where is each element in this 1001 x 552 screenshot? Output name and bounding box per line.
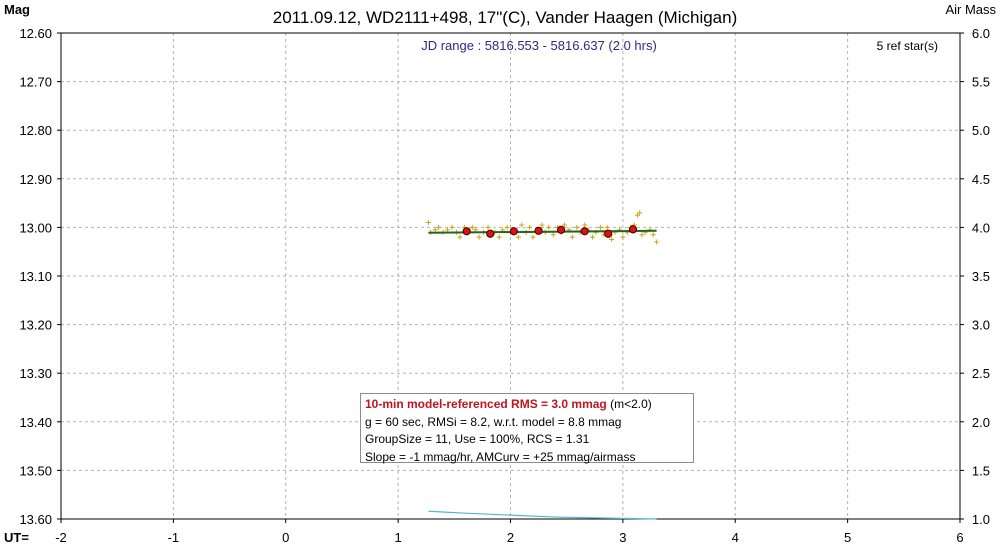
y-tick-label: 13.60 bbox=[19, 512, 52, 527]
stats-line-3: GroupSize = 11, Use = 100%, RCS = 1.31 bbox=[365, 432, 590, 446]
individual-point bbox=[445, 227, 451, 233]
y2-tick-label: 5.0 bbox=[972, 123, 990, 138]
jd-range-label: JD range : 5816.553 - 5816.637 (2.0 hrs) bbox=[421, 38, 657, 53]
stats-rms-highlight: 10-min model-referenced RMS = 3.0 mmag bbox=[365, 397, 607, 411]
y-tick-label: 13.10 bbox=[19, 269, 52, 284]
x-tick-label: 0 bbox=[282, 530, 289, 545]
y2-tick-label: 1.5 bbox=[972, 463, 990, 478]
individual-point bbox=[597, 224, 603, 230]
individual-point bbox=[634, 212, 640, 218]
y2-tick-label: 5.5 bbox=[972, 75, 990, 90]
individual-point bbox=[519, 222, 525, 228]
y-axis-label: Mag bbox=[4, 2, 30, 17]
x-tick-label: -2 bbox=[55, 530, 67, 545]
individual-point bbox=[590, 234, 596, 240]
x-tick-label: 3 bbox=[619, 530, 626, 545]
y-tick-label: 13.00 bbox=[19, 220, 52, 235]
x-tick-label: -1 bbox=[168, 530, 180, 545]
individual-point bbox=[504, 224, 510, 230]
y2-axis-label: Air Mass bbox=[945, 2, 996, 17]
y2-tick-label: 2.0 bbox=[972, 415, 990, 430]
individual-point bbox=[496, 234, 502, 240]
y2-tick-label: 2.5 bbox=[972, 366, 990, 381]
y-tick-label: 13.50 bbox=[19, 463, 52, 478]
y2-tick-label: 1.0 bbox=[972, 512, 990, 527]
x-tick-label: 2 bbox=[507, 530, 514, 545]
individual-point bbox=[654, 239, 660, 245]
y-tick-label: 13.40 bbox=[19, 415, 52, 430]
stats-line-2: g = 60 sec, RMSi = 8.2, w.r.t. model = 8… bbox=[365, 414, 622, 429]
data-marks bbox=[425, 210, 660, 520]
axis-ticks: -2 -1 0 1 2 3 4 5 6 12.60 12.70 12.80 12.90 13.00 13.1… bbox=[19, 26, 990, 545]
y2-tick-label: 4.5 bbox=[972, 172, 990, 187]
individual-point bbox=[561, 222, 567, 228]
y2-tick-label: 6.0 bbox=[972, 26, 990, 41]
individual-point bbox=[582, 222, 588, 228]
group-average-point bbox=[534, 226, 543, 235]
individual-point bbox=[546, 224, 552, 230]
individual-point bbox=[604, 224, 610, 230]
y-tick-label: 12.90 bbox=[19, 172, 52, 187]
individual-point bbox=[476, 234, 482, 240]
y-tick-label: 12.80 bbox=[19, 123, 52, 138]
individual-point bbox=[449, 224, 455, 230]
ref-stars-label: 5 ref star(s) bbox=[877, 39, 938, 53]
group-average-point bbox=[509, 227, 518, 236]
individual-point bbox=[637, 210, 643, 216]
y-tick-label: 13.20 bbox=[19, 318, 52, 333]
individual-point bbox=[609, 237, 615, 243]
individual-point bbox=[436, 224, 442, 230]
x-tick-label: 5 bbox=[844, 530, 851, 545]
airmass-curve bbox=[428, 510, 657, 520]
y-tick-label: 12.60 bbox=[19, 26, 52, 41]
individual-point bbox=[574, 224, 580, 230]
y-tick-label: 13.30 bbox=[19, 366, 52, 381]
stats-line-4: Slope = -1 mmag/hr, AMCurv = +25 mmag/ai… bbox=[365, 449, 636, 464]
individual-point bbox=[620, 234, 626, 240]
individual-point bbox=[539, 222, 545, 228]
statistics-box: 10-min model-referenced RMS = 3.0 mmag (… bbox=[360, 393, 694, 464]
individual-point bbox=[515, 234, 521, 240]
group-average-point bbox=[462, 227, 471, 236]
individual-point bbox=[425, 220, 431, 226]
group-average-point bbox=[556, 225, 566, 234]
individual-point bbox=[550, 232, 556, 238]
x-axis-label: UT= bbox=[4, 530, 29, 545]
x-tick-label: 4 bbox=[732, 530, 739, 545]
individual-point bbox=[432, 227, 438, 233]
group-average-point bbox=[486, 229, 495, 238]
stats-line-rms: 10-min model-referenced RMS = 3.0 mmag (… bbox=[365, 396, 693, 414]
group-average-point bbox=[628, 225, 638, 234]
individual-point bbox=[569, 234, 575, 240]
grid bbox=[61, 33, 960, 519]
individual-point bbox=[469, 224, 475, 230]
x-tick-label: 1 bbox=[395, 530, 402, 545]
chart-title: 2011.09.12, WD2111+498, 17"(C), Vander H… bbox=[273, 8, 738, 27]
y2-tick-label: 3.0 bbox=[972, 318, 990, 333]
individual-point bbox=[527, 224, 533, 230]
group-average-point bbox=[580, 227, 589, 236]
stats-rms-suffix: (m<2.0) bbox=[606, 397, 652, 411]
individual-point bbox=[457, 234, 463, 240]
individual-point bbox=[530, 234, 536, 240]
y2-tick-label: 3.5 bbox=[972, 269, 990, 284]
y2-tick-label: 4.0 bbox=[972, 220, 990, 235]
y-tick-label: 12.70 bbox=[19, 75, 52, 90]
individual-point bbox=[650, 232, 656, 238]
x-tick-label: 6 bbox=[956, 530, 963, 545]
individual-point bbox=[485, 224, 491, 230]
group-average-point bbox=[604, 229, 613, 238]
individual-point bbox=[639, 232, 645, 238]
